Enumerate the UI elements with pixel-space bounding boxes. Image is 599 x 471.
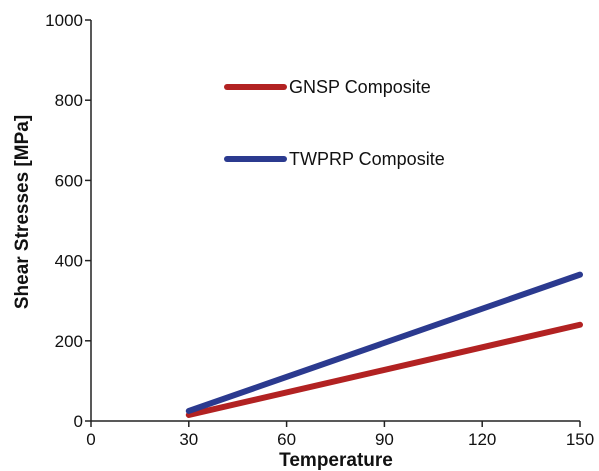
y-tick-label: 600 bbox=[55, 171, 83, 190]
series-line-gnsp bbox=[185, 321, 583, 418]
y-tick-label: 1000 bbox=[45, 11, 83, 30]
y-axis-title: Shear Stresses [MPa] bbox=[12, 115, 33, 309]
legend-label: TWPRP Composite bbox=[289, 149, 445, 169]
x-tick-label: 150 bbox=[566, 430, 594, 449]
x-tick-label: 0 bbox=[86, 430, 95, 449]
x-axis-ticks: 0 30 60 90 120 150 bbox=[86, 421, 594, 449]
series-lines bbox=[185, 271, 583, 418]
y-tick-label: 800 bbox=[55, 91, 83, 110]
x-tick-label: 120 bbox=[468, 430, 496, 449]
legend: GNSP Composite TWPRP Composite bbox=[224, 77, 445, 169]
series-line-twprp bbox=[185, 271, 583, 414]
legend-label: GNSP Composite bbox=[289, 77, 431, 97]
x-axis-title: Temperature bbox=[279, 450, 393, 471]
y-tick-label: 400 bbox=[55, 252, 83, 271]
y-tick-label: 0 bbox=[74, 412, 83, 431]
plot-area bbox=[90, 20, 580, 422]
x-tick-label: 60 bbox=[277, 430, 296, 449]
x-tick-label: 30 bbox=[179, 430, 198, 449]
y-tick-label: 200 bbox=[55, 332, 83, 351]
y-axis-ticks: 0 200 400 600 800 1000 bbox=[45, 11, 91, 431]
x-tick-label: 90 bbox=[375, 430, 394, 449]
